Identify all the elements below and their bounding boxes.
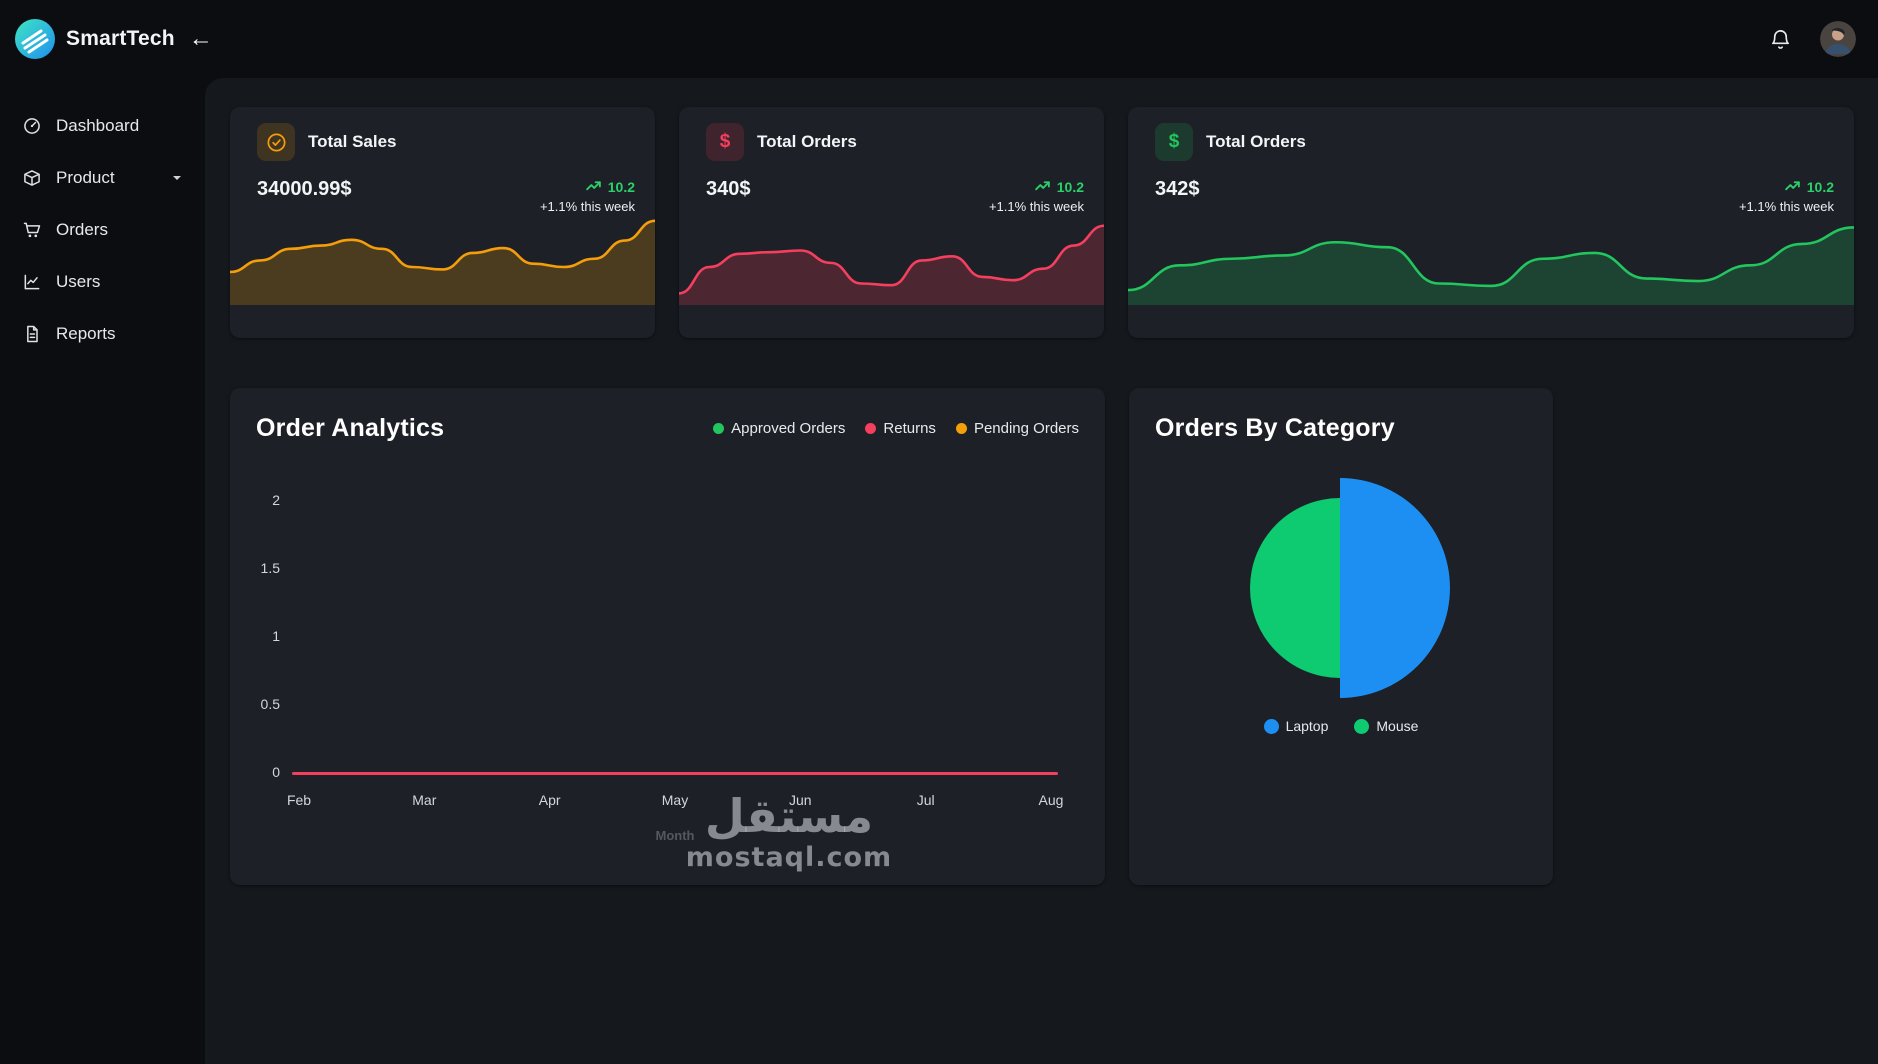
x-tick-label: Feb [286, 792, 312, 808]
stat-card-title: Total Sales [308, 132, 397, 151]
dollar-icon: $ [1155, 123, 1193, 161]
product-icon [22, 168, 42, 188]
trend-up-icon [1784, 178, 1801, 195]
stat-card-1: $ Total Orders 340$ 10.2 +1.1% this week [679, 107, 1104, 338]
x-tick-label: Jul [916, 792, 935, 808]
pie-slice-mouse[interactable] [1250, 498, 1340, 678]
sidebar-item-label: Product [56, 168, 115, 187]
users-icon [22, 272, 42, 292]
stat-card-value: 342$ [1155, 178, 1200, 200]
trend-value: 10.2 [607, 178, 635, 195]
legend-dot [865, 423, 877, 434]
y-tick-label: 0 [272, 764, 280, 780]
orders-by-category-card: Orders By Category Laptop Mouse [1129, 388, 1553, 885]
dollar-icon: $ [706, 123, 744, 161]
y-tick-label: 0.5 [260, 696, 280, 712]
legend-label: Returns [883, 420, 936, 437]
orders-by-category-title: Orders By Category [1155, 414, 1395, 442]
orders-by-category-header: Orders By Category [1129, 388, 1553, 443]
analytics-legend: Approved Orders Returns Pending Orders [713, 420, 1079, 437]
y-tick-label: 1.5 [260, 560, 280, 576]
analytics-y-axis: 0 0.5 1 1.5 2 [248, 492, 280, 780]
x-tick-label: Mar [412, 792, 437, 808]
chevron-down-icon [169, 170, 185, 186]
category-legend: Laptop Mouse [1129, 718, 1553, 734]
sidebar-item-reports[interactable]: Reports [0, 308, 205, 360]
legend-dot [713, 423, 725, 434]
analytics-x-axis-title: Month [655, 828, 695, 843]
trend-note: +1.1% this week [1738, 199, 1834, 214]
stat-card-value: 340$ [706, 178, 751, 200]
stat-card-trend: 10.2 +1.1% this week [1738, 178, 1834, 215]
legend-item-laptop[interactable]: Laptop [1263, 718, 1329, 734]
trend-up-icon [585, 178, 602, 195]
sidebar-item-users[interactable]: Users [0, 256, 205, 308]
legend-label: Approved Orders [731, 420, 846, 437]
analytics-x-axis: Feb Mar Apr May Jun Jul Aug [282, 792, 1068, 808]
legend-item-0[interactable]: Approved Orders [713, 420, 845, 437]
sidebar-item-label: Orders [56, 220, 108, 239]
legend-dot [1354, 718, 1370, 734]
legend-label: Laptop [1285, 718, 1329, 734]
stat-card-trend: 10.2 +1.1% this week [539, 178, 635, 215]
x-tick-label: Jun [789, 792, 812, 808]
stat-card-0: Total Sales 34000.99$ 10.2 +1.1% this week [230, 107, 655, 338]
sidebar-item-label: Users [56, 272, 101, 291]
pie-slice-laptop[interactable] [1340, 478, 1450, 698]
user-avatar[interactable] [1820, 21, 1856, 57]
order-analytics-header: Order Analytics Approved Orders Returns Pe… [230, 388, 1105, 443]
sidebar-nav: Dashboard Product Orders Users Reports [0, 78, 205, 1064]
sidebar-item-product[interactable]: Product [0, 152, 205, 204]
sidebar-item-dashboard[interactable]: Dashboard [0, 100, 205, 152]
x-tick-label: Aug [1038, 792, 1064, 808]
reports-icon [22, 324, 42, 344]
brand-name: SmartTech [66, 27, 175, 50]
main-content: Total Sales 34000.99$ 10.2 +1.1% this week $… [205, 78, 1878, 1064]
trend-note: +1.1% this week [988, 199, 1084, 214]
dashboard-icon [22, 116, 42, 136]
x-tick-label: May [661, 792, 689, 808]
trend-value: 10.2 [1806, 178, 1834, 195]
legend-item-2[interactable]: Pending Orders [955, 420, 1079, 437]
category-pie-chart [1250, 478, 1450, 698]
y-tick-label: 1 [272, 628, 280, 644]
legend-item-1[interactable]: Returns [865, 420, 936, 437]
legend-label: Mouse [1376, 718, 1419, 734]
trend-note: +1.1% this week [539, 199, 635, 214]
sidebar-item-orders[interactable]: Orders [0, 204, 205, 256]
trend-up-icon [1034, 178, 1051, 195]
sparkline-chart [1128, 205, 1854, 305]
sparkline-chart [679, 205, 1104, 305]
notifications-bell-icon[interactable] [1769, 28, 1792, 51]
order-analytics-card: Order Analytics Approved Orders Returns Pe… [230, 388, 1105, 885]
sparkline-chart [230, 205, 655, 305]
smarttech-logo-icon [14, 18, 56, 60]
trend-value: 10.2 [1056, 178, 1084, 195]
x-tick-label: Apr [538, 792, 561, 808]
header: SmartTech ← [0, 0, 1878, 78]
sidebar-item-label: Dashboard [56, 116, 140, 135]
stat-card-2: $ Total Orders 342$ 10.2 +1.1% this week [1128, 107, 1854, 338]
sidebar-collapse-arrow[interactable]: ← [188, 25, 213, 52]
header-actions [1769, 21, 1864, 57]
stat-card-title: Total Orders [1206, 132, 1306, 151]
stat-card-trend: 10.2 +1.1% this week [988, 178, 1084, 215]
stat-card-value: 34000.99$ [257, 178, 352, 200]
legend-label: Pending Orders [973, 420, 1079, 437]
order-analytics-title: Order Analytics [256, 414, 445, 442]
orders-icon [22, 220, 42, 240]
y-tick-label: 2 [272, 492, 280, 508]
legend-dot [955, 423, 967, 434]
analytics-zero-line [292, 772, 1058, 775]
check-circle-icon [257, 123, 295, 161]
legend-dot [1263, 718, 1279, 734]
sidebar-item-label: Reports [56, 324, 116, 343]
stat-card-title: Total Orders [757, 132, 857, 151]
legend-item-mouse[interactable]: Mouse [1354, 718, 1418, 734]
